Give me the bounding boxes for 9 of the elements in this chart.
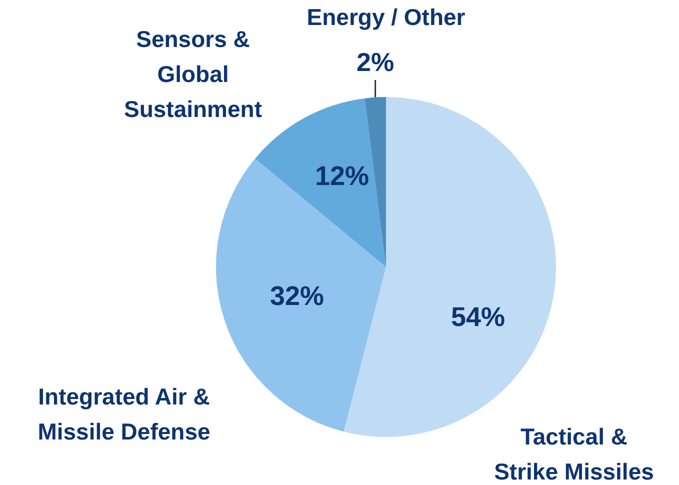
slice-label: Integrated Air & Missile Defense bbox=[38, 384, 210, 444]
slice-label: Sensors & Global Sustainment bbox=[124, 26, 262, 122]
data-label: 2% bbox=[356, 47, 394, 77]
slice-label: Energy / Other bbox=[306, 4, 466, 30]
data-label: 32% bbox=[270, 281, 324, 311]
pie-slice bbox=[216, 158, 386, 432]
data-label: 12% bbox=[314, 161, 370, 191]
data-label: 54% bbox=[450, 302, 506, 332]
slice-label: Tactical & Strike Missiles bbox=[494, 424, 654, 484]
